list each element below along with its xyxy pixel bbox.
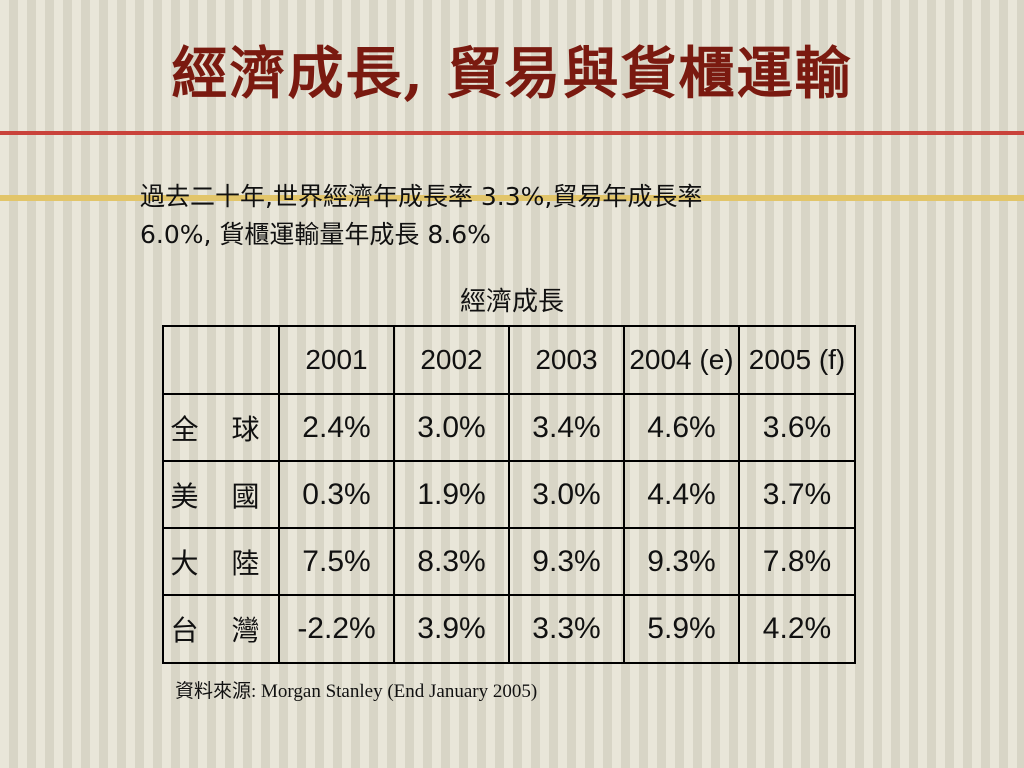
column-header: 2003 (508, 325, 625, 395)
table-cell: 3.0% (508, 460, 625, 529)
table-cell: 0.3% (278, 460, 395, 529)
table-cell: 3.3% (508, 594, 625, 664)
summary-line-2: 6.0%, 貨櫃運輸量年成長 8.6% (140, 220, 491, 249)
summary-line-1: 過去二十年,世界經濟年成長率 3.3%,貿易年成長率 (140, 182, 703, 211)
table-row: 美 國 0.3% 1.9% 3.0% 4.4% 3.7% (162, 460, 856, 529)
title-divider-red (0, 131, 1024, 135)
table-cell: 7.8% (738, 527, 856, 596)
table-row: 台 灣 -2.2% 3.9% 3.3% 5.9% 4.2% (162, 594, 856, 664)
table-cell: 7.5% (278, 527, 395, 596)
title-divider-gold (0, 195, 1024, 201)
row-label: 台 灣 (162, 594, 280, 664)
table-cell: 3.0% (393, 393, 510, 462)
table-cell: 4.4% (623, 460, 740, 529)
table-cell: 3.4% (508, 393, 625, 462)
source-note: 資料來源: Morgan Stanley (End January 2005) (175, 681, 538, 702)
table-cell: 8.3% (393, 527, 510, 596)
table-row: 大 陸 7.5% 8.3% 9.3% 9.3% 7.8% (162, 527, 856, 596)
slide-title: 經濟成長, 貿易與貨櫃運輸 (171, 41, 853, 107)
table-cell: 1.9% (393, 460, 510, 529)
table-cell: -2.2% (278, 594, 395, 664)
table-row: 全 球 2.4% 3.0% 3.4% 4.6% 3.6% (162, 393, 856, 462)
table-caption: 經濟成長 (459, 287, 564, 317)
table-cell: 2.4% (278, 393, 395, 462)
table-cell: 3.6% (738, 393, 856, 462)
economic-growth-table: 2001 2002 2003 2004 (e) 2005 (f) 全 球 2.4… (162, 325, 856, 664)
table-cell: 9.3% (508, 527, 625, 596)
corner-cell (162, 325, 280, 395)
row-label: 美 國 (162, 460, 280, 529)
summary-text: 過去二十年,世界經濟年成長率 3.3%,貿易年成長率 6.0%, 貨櫃運輸量年成… (140, 178, 910, 254)
column-header: 2004 (e) (623, 325, 740, 395)
row-label: 全 球 (162, 393, 280, 462)
column-header: 2002 (393, 325, 510, 395)
table-cell: 3.9% (393, 594, 510, 664)
table-cell: 9.3% (623, 527, 740, 596)
table-cell: 3.7% (738, 460, 856, 529)
table-cell: 5.9% (623, 594, 740, 664)
column-header: 2005 (f) (738, 325, 856, 395)
row-label: 大 陸 (162, 527, 280, 596)
table-cell: 4.6% (623, 393, 740, 462)
table-header-row: 2001 2002 2003 2004 (e) 2005 (f) (162, 325, 856, 395)
column-header: 2001 (278, 325, 395, 395)
table-cell: 4.2% (738, 594, 856, 664)
